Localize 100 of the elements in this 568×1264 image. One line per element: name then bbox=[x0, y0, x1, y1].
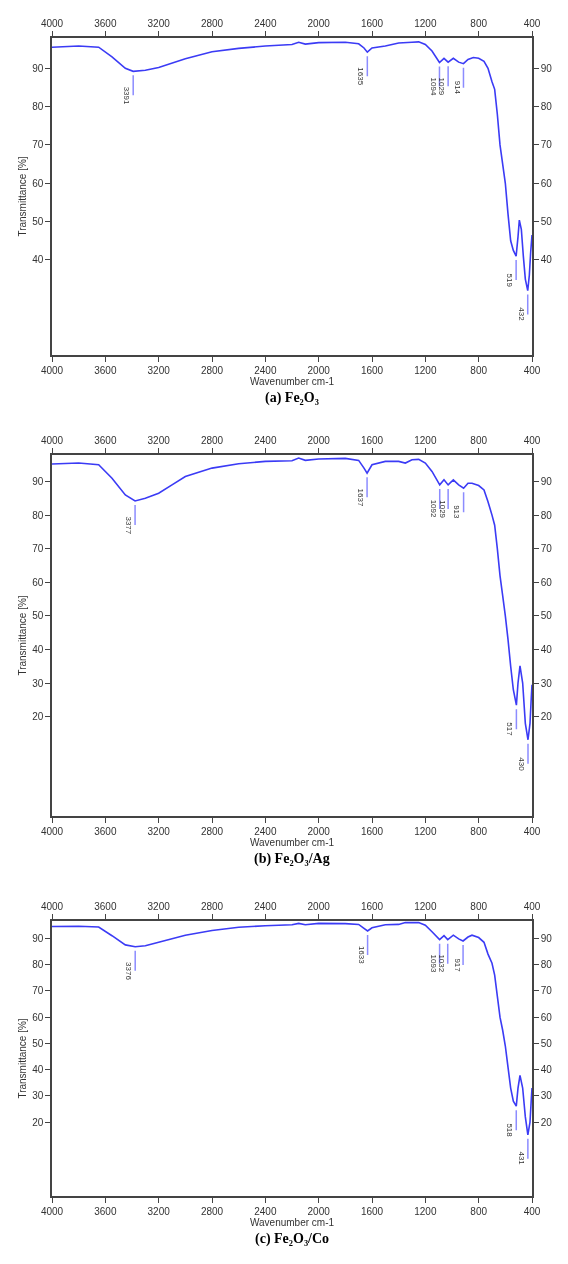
annotation: 917 bbox=[452, 958, 462, 973]
y2-tick-label: 80 bbox=[540, 959, 553, 971]
x-tick-label: 1600 bbox=[360, 18, 384, 30]
y-tick-label: 40 bbox=[32, 254, 44, 266]
y2-tick-label: 20 bbox=[540, 711, 553, 723]
y2-tick-label: 40 bbox=[540, 1064, 553, 1076]
x-tick-label: 1600 bbox=[360, 901, 384, 913]
y-tick-label: 70 bbox=[32, 543, 44, 555]
x-tick-label: 1600 bbox=[360, 435, 384, 447]
x2-tick-label: 2000 bbox=[307, 1205, 331, 1217]
y-tick-label: 40 bbox=[32, 1064, 44, 1076]
x-tick-label: 4000 bbox=[40, 435, 64, 447]
x-tick-label: 400 bbox=[523, 435, 541, 447]
x-tick-label: 4000 bbox=[40, 901, 64, 913]
x2-tick-label: 800 bbox=[470, 1205, 488, 1217]
y-axis-title: Transmittance [%] bbox=[16, 595, 28, 676]
x-tick-label: 2400 bbox=[254, 435, 277, 447]
y-tick-label: 20 bbox=[32, 1116, 44, 1128]
x2-tick-label: 3200 bbox=[147, 364, 171, 376]
x-tick-label: 2800 bbox=[200, 18, 224, 30]
x2-tick-label: 1200 bbox=[414, 1205, 437, 1217]
x2-tick-label: 400 bbox=[523, 364, 541, 376]
x-tick-label: 1200 bbox=[414, 18, 437, 30]
x2-tick-label: 1600 bbox=[360, 364, 384, 376]
y2-tick-label: 50 bbox=[540, 610, 553, 622]
x-tick-label: 2800 bbox=[200, 901, 224, 913]
y2-tick-label: 60 bbox=[540, 576, 553, 588]
y-tick-label: 50 bbox=[32, 1037, 44, 1049]
y-tick-label: 80 bbox=[32, 509, 44, 521]
annotation: 3391 bbox=[122, 86, 132, 105]
line-series bbox=[52, 457, 532, 741]
y-tick-label: 50 bbox=[32, 610, 44, 622]
x2-tick-label: 2800 bbox=[200, 825, 224, 837]
y-tick-label: 80 bbox=[32, 959, 44, 971]
x-axis-title: Wavenumber cm-1 bbox=[249, 375, 335, 387]
y2-tick-label: 40 bbox=[540, 254, 553, 266]
y-tick-label: 40 bbox=[32, 643, 44, 655]
text: (a) Fe₂O₃ bbox=[265, 390, 319, 406]
x-tick-label: 3600 bbox=[94, 435, 117, 447]
y-axis-title: Transmittance [%] bbox=[16, 1018, 28, 1099]
y-tick-label: 30 bbox=[32, 1090, 44, 1102]
y2-tick-label: 20 bbox=[540, 1116, 553, 1128]
x-tick-label: 400 bbox=[523, 18, 541, 30]
x-tick-label: 2000 bbox=[307, 901, 331, 913]
annotation: 1093 bbox=[428, 954, 438, 973]
annotation: 1029 bbox=[437, 500, 447, 519]
annotation: 1032 bbox=[436, 954, 446, 973]
x-tick-label: 800 bbox=[470, 435, 488, 447]
annotation: 913 bbox=[452, 505, 462, 520]
y-tick-label: 70 bbox=[32, 985, 44, 997]
y-tick-label: 60 bbox=[32, 1011, 44, 1023]
x2-tick-label: 3200 bbox=[147, 825, 171, 837]
x2-tick-label: 3600 bbox=[94, 825, 117, 837]
annotation: 1092 bbox=[429, 499, 439, 519]
y2-tick-label: 50 bbox=[540, 1037, 553, 1049]
y2-tick-label: 30 bbox=[540, 677, 553, 689]
x-tick-label: 3200 bbox=[147, 18, 171, 30]
x2-tick-label: 2800 bbox=[200, 1205, 224, 1217]
x-tick-label: 4000 bbox=[40, 18, 64, 30]
x2-tick-label: 1600 bbox=[360, 825, 384, 837]
y2-tick-label: 70 bbox=[540, 543, 553, 555]
x2-tick-label: 800 bbox=[470, 364, 488, 376]
y2-tick-label: 70 bbox=[540, 139, 553, 151]
x-tick-label: 800 bbox=[470, 18, 488, 30]
y2-tick-label: 50 bbox=[540, 216, 553, 228]
y2-tick-label: 40 bbox=[540, 643, 553, 655]
y-tick-label: 90 bbox=[32, 932, 44, 944]
x-tick-label: 2800 bbox=[200, 435, 224, 447]
x-tick-label: 2400 bbox=[254, 901, 277, 913]
x2-tick-label: 3600 bbox=[94, 1205, 117, 1217]
x-tick-label: 3200 bbox=[147, 901, 171, 913]
x2-tick-label: 2000 bbox=[307, 364, 331, 376]
x2-tick-label: 2000 bbox=[307, 825, 331, 837]
x2-tick-label: 1200 bbox=[414, 364, 437, 376]
x-tick-label: 2000 bbox=[307, 18, 331, 30]
x2-tick-label: 4000 bbox=[40, 825, 64, 837]
y-tick-label: 60 bbox=[32, 576, 44, 588]
annotation: 519 bbox=[504, 273, 514, 288]
x2-tick-label: 3200 bbox=[147, 1205, 171, 1217]
x-tick-label: 2400 bbox=[254, 18, 277, 30]
y-tick-label: 90 bbox=[32, 62, 44, 74]
annotation: 517 bbox=[505, 722, 515, 737]
y2-tick-label: 90 bbox=[540, 62, 553, 74]
x2-tick-label: 800 bbox=[470, 825, 488, 837]
y-tick-label: 30 bbox=[32, 677, 44, 689]
y2-tick-label: 80 bbox=[540, 101, 553, 113]
y2-tick-label: 90 bbox=[540, 476, 553, 488]
annotation: 3377 bbox=[123, 516, 133, 535]
x2-tick-label: 1600 bbox=[360, 1205, 384, 1217]
y-tick-label: 80 bbox=[32, 101, 44, 113]
x2-tick-label: 2800 bbox=[200, 364, 224, 376]
annotation: 3376 bbox=[124, 962, 134, 981]
annotation: 1633 bbox=[357, 945, 367, 965]
y2-tick-label: 60 bbox=[540, 1011, 553, 1023]
text: (b) Fe₂O₃/Ag bbox=[254, 851, 330, 867]
annotation: 518 bbox=[504, 1123, 514, 1138]
x-tick-label: 2000 bbox=[307, 435, 331, 447]
x2-tick-label: 400 bbox=[523, 1205, 541, 1217]
x2-tick-label: 2400 bbox=[254, 364, 277, 376]
line-series bbox=[52, 41, 532, 292]
